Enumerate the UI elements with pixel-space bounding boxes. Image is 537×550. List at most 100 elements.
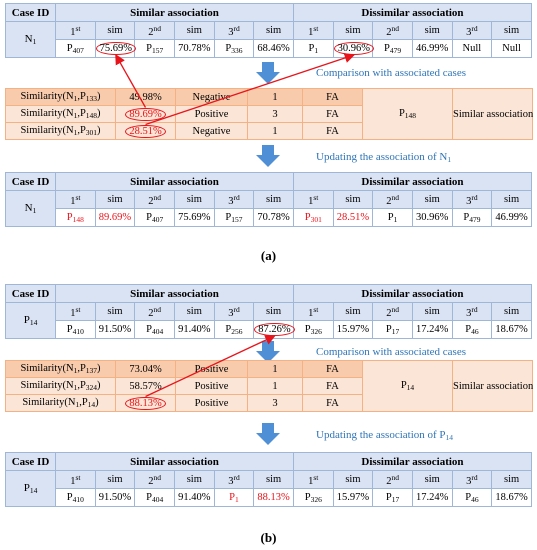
cell-text: sim: [266, 306, 282, 317]
candidate-table: Similarity(N1,P133) 49.98% Negative 1 FA P148…: [5, 88, 533, 140]
cell-text: sim: [186, 194, 202, 205]
subscript: 1: [447, 155, 452, 164]
cell-text: 1: [272, 91, 278, 103]
cell-text: Similarity(N1,P133): [20, 91, 100, 103]
association-table-block: Case ID Similar association Dissimilar ass…: [5, 284, 533, 339]
cell-text: P326: [305, 324, 322, 336]
text-part: P: [146, 323, 152, 335]
cell-text: sim: [266, 194, 282, 205]
cell-text: P410: [67, 492, 84, 504]
candidate-cell: 73.04%: [115, 360, 176, 378]
cell-text: sim: [186, 306, 202, 317]
cell-text: FA: [326, 125, 339, 137]
text-part: P: [229, 491, 235, 503]
cell-text: P148: [67, 212, 84, 224]
cell-text: Case ID: [11, 287, 50, 300]
subscript: 479: [389, 45, 402, 55]
cell-text: P1: [229, 491, 239, 504]
rank: sim: [332, 21, 374, 40]
subscript: 301: [85, 128, 98, 137]
value: P410: [55, 320, 96, 339]
text-part: Similarity(N: [20, 363, 74, 374]
subscript: 148: [72, 214, 84, 224]
text-part: Similarity(N: [20, 91, 74, 102]
subscript: 14: [406, 383, 415, 392]
supscript: nd: [153, 192, 162, 202]
cell-text: P157: [146, 43, 163, 55]
value: 70.78%: [253, 208, 294, 227]
subscript: 133: [85, 94, 98, 103]
rank: sim: [491, 470, 532, 489]
cell-text: sim: [424, 474, 440, 485]
cell-text: sim: [107, 194, 123, 205]
panel-label: (b): [0, 530, 537, 546]
down-arrow: [256, 423, 280, 445]
text-part: 2: [148, 195, 154, 207]
cell-text: 89.69%: [125, 107, 166, 121]
text-part: 3: [228, 26, 234, 38]
cell-text: P336: [225, 43, 242, 55]
text-part: Similarity(N: [20, 125, 74, 136]
subscript: 1: [32, 206, 37, 215]
cell-text: 3rd: [466, 304, 478, 319]
text-part: N: [24, 202, 33, 214]
text-part: P: [387, 211, 394, 223]
text-part: 3: [228, 475, 234, 487]
cell-text: P407: [67, 43, 84, 55]
rank: 2nd: [372, 302, 413, 321]
cell-text: 2nd: [386, 305, 399, 319]
value: 88.13%: [253, 488, 294, 507]
candidate-cell: 89.69%: [115, 105, 176, 123]
value: 91.40%: [173, 320, 215, 339]
candidate-cell: Positive: [175, 377, 248, 395]
cell-text: 28.51%: [336, 212, 370, 223]
supscript: st: [75, 472, 81, 482]
association-table: Case ID Similar association Dissimilar ass…: [5, 452, 533, 507]
cell-text: 70.78%: [178, 43, 211, 54]
cell-text: 91.50%: [98, 492, 132, 503]
rank: 1st: [55, 21, 96, 40]
value: 91.50%: [94, 488, 136, 507]
rank: sim: [332, 470, 374, 489]
association-table-block: Case ID Similar association Dissimilar ass…: [5, 3, 533, 58]
subscript: 14: [445, 433, 454, 442]
cell-text: Negative: [192, 125, 231, 137]
case-id: P14: [5, 470, 56, 507]
cell-text: 30.96%: [416, 212, 449, 223]
cell-text: Dissimilar association: [361, 455, 464, 468]
text-part: P: [308, 42, 315, 54]
subscript: 148: [85, 111, 98, 120]
text-part: P: [225, 211, 232, 223]
cell-text: 2nd: [148, 192, 162, 207]
case-id-header: Case ID: [5, 284, 56, 303]
cell-text: 3rd: [228, 473, 240, 487]
value: P404: [134, 320, 175, 339]
text-part: P: [384, 42, 390, 54]
value: 30.96%: [332, 39, 374, 58]
candidate-cell: 3: [247, 105, 303, 123]
text-part: Updating the association of N: [316, 151, 448, 163]
cell-text: sim: [186, 474, 202, 485]
rank: sim: [491, 21, 532, 40]
cell-text: 75.69%: [95, 42, 137, 55]
subscript: 17: [391, 494, 400, 504]
supscript: rd: [471, 304, 478, 314]
subscript: 14: [29, 318, 38, 327]
cell-text: sim: [266, 25, 282, 36]
candidate-cell: FA: [302, 88, 363, 106]
cell-text: P301: [305, 212, 322, 224]
candidate-cell: FA: [302, 377, 363, 395]
cell-text: 3rd: [466, 24, 478, 38]
cell-text: Similarity(N1,P137): [20, 363, 100, 375]
candidate-cell: 3: [247, 394, 303, 412]
candidate-cell: 1: [247, 377, 303, 395]
candidate-cell: 58.57%: [115, 377, 176, 395]
text-part: N: [24, 33, 33, 45]
candidate-cell: Negative: [175, 88, 248, 106]
cell-text: Similar association: [130, 175, 219, 188]
rank: 1st: [292, 21, 334, 40]
cell-text: 70.78%: [257, 212, 290, 223]
value: 46.99%: [491, 208, 532, 227]
rank: sim: [253, 190, 294, 209]
value: Null: [451, 39, 493, 58]
